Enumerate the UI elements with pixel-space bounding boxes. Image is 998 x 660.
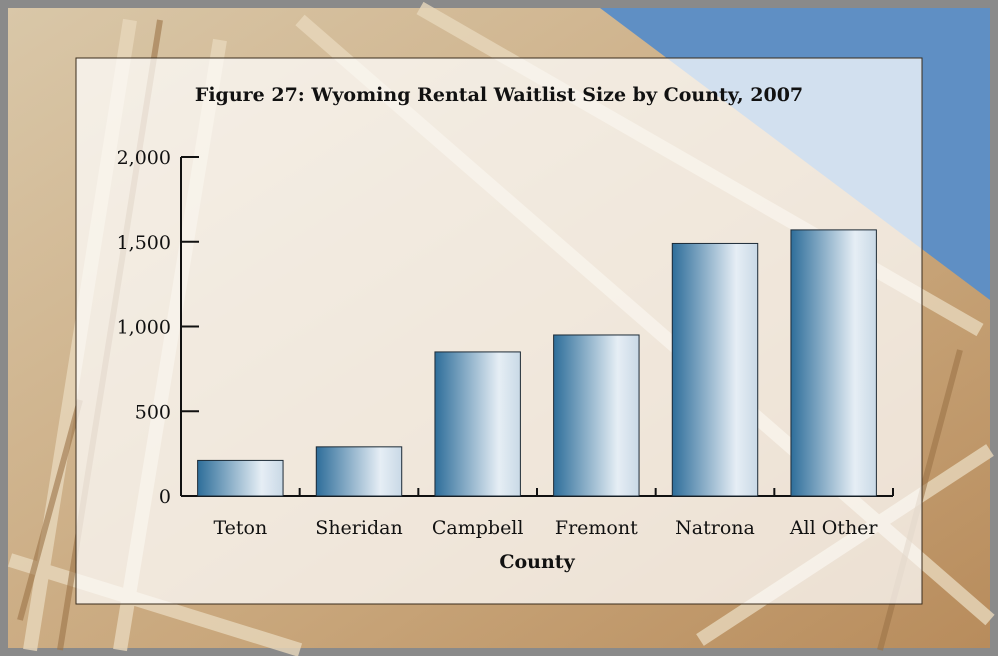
bar	[790, 229, 877, 497]
bar	[315, 446, 403, 497]
x-tick-label: Teton	[213, 517, 267, 539]
bar	[553, 334, 640, 497]
y-tick-label: 2,000	[117, 147, 171, 169]
x-tick-label: Fremont	[555, 517, 638, 539]
y-tick-label: 0	[159, 486, 171, 508]
chart-title: Figure 27: Wyoming Rental Waitlist Size …	[195, 84, 803, 106]
x-tick-label: Campbell	[432, 517, 524, 539]
y-tick-label: 500	[135, 401, 171, 423]
y-tick-label: 1,000	[117, 317, 171, 339]
x-tick-label: Sheridan	[315, 517, 402, 539]
bar	[671, 242, 759, 497]
bar	[434, 351, 521, 497]
x-axis-label: County	[499, 551, 575, 573]
y-tick-label: 1,500	[117, 232, 171, 254]
x-tick-label: All Other	[789, 517, 879, 539]
x-tick-label: Natrona	[675, 517, 755, 539]
bar	[197, 459, 284, 497]
